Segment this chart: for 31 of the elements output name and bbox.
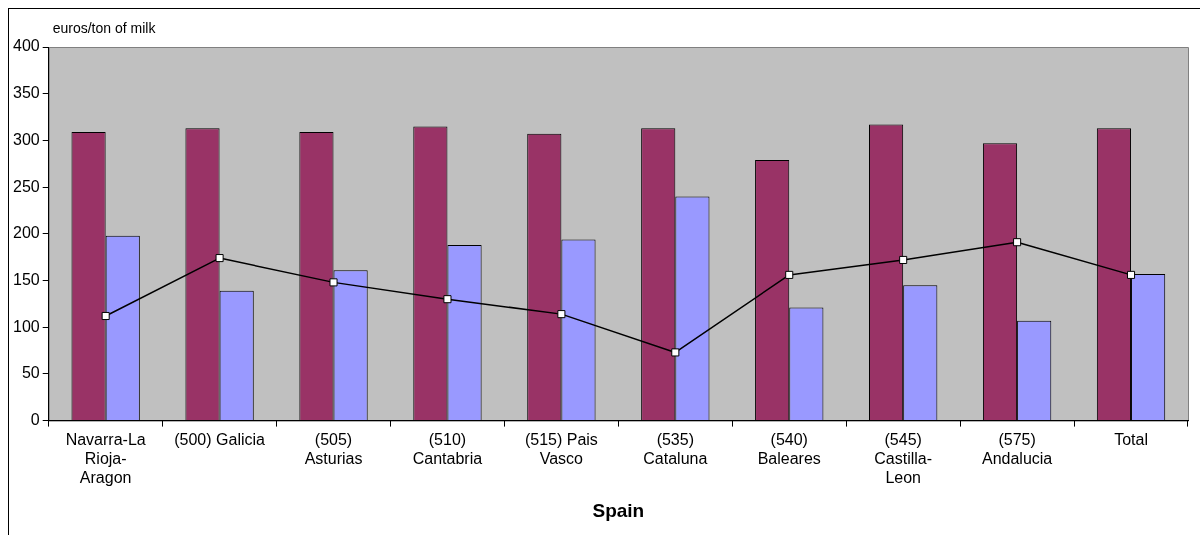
point [443,295,452,304]
x-tick-label: (575) Andalucia [981,430,1053,467]
x-tick-label: (540) Baleares [757,430,821,467]
x-tick-label: (545) Castilla-Leon [874,430,933,487]
point [101,311,110,321]
y-axis-title: euros/ton of milk [52,20,157,36]
point [1127,270,1136,279]
x-tick-label: (515) Pais Vasco [524,430,598,467]
x-tick-label: (510) Cantabria [412,430,483,467]
point [557,310,566,319]
x-tick-label: (500) Galicia [174,430,266,448]
x-tick-label: Total [1114,430,1148,448]
y-tick-label: 100 [12,317,40,335]
y-tick-label: 200 [12,224,40,242]
x-axis-title: Spain [592,499,645,521]
y-tick-label: 300 [12,130,40,148]
y-tick-label: 150 [12,270,40,288]
point [329,278,338,287]
y-tick-label: 350 [12,84,40,102]
x-tick-label: Navarra-La Rioja-Aragon [65,430,146,487]
y-tick-label: 0 [30,411,40,429]
y-tick-label: 400 [12,37,40,55]
y-tick-label: 250 [12,177,40,195]
point [215,254,224,263]
point [671,348,680,357]
y-tick-label: 50 [21,364,40,382]
x-tick-label: (535) Cataluna [643,430,708,467]
point [1013,238,1022,247]
point [899,255,908,264]
x-tick-label: (505) Asturias [304,430,363,467]
point [785,270,794,279]
